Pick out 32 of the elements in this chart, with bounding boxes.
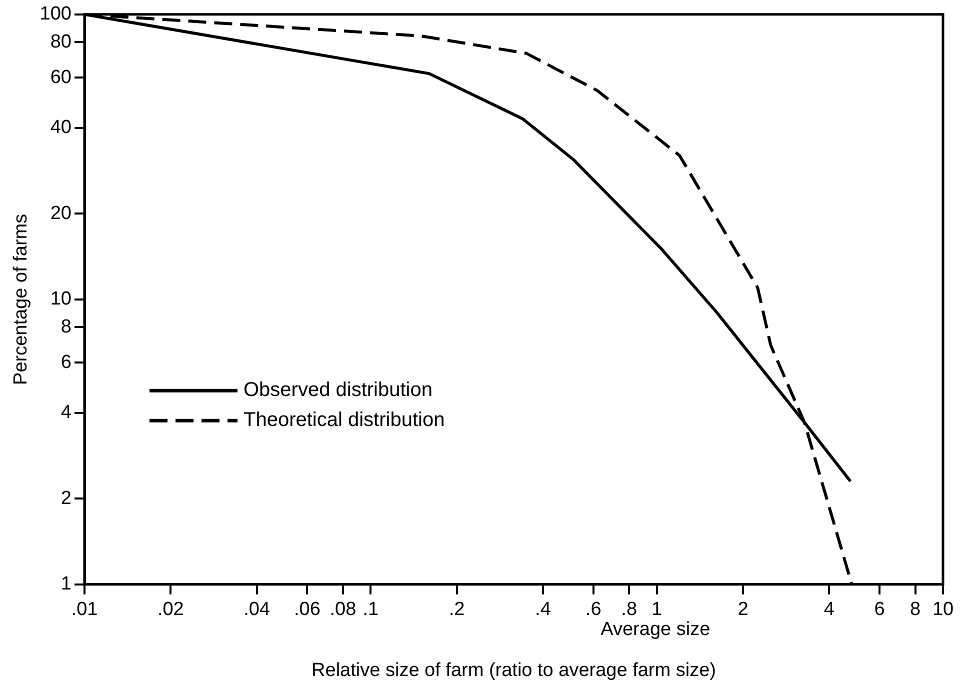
y-tick-label: 40: [50, 117, 72, 138]
x-tick-label: 10: [932, 599, 954, 620]
y-axis-title: Percentage of farms: [10, 214, 32, 385]
y-tick-label: 4: [60, 402, 72, 424]
legend-label: Observed distribution: [244, 379, 432, 402]
x-tick-label: .1: [362, 599, 379, 620]
x-tick-label: 6: [874, 599, 885, 620]
y-tick-label: 100: [40, 4, 72, 25]
y-tick-label: 2: [60, 488, 72, 509]
text: Average size: [600, 619, 710, 640]
x-axis-title: Relative size of farm (ratio to average farm size): [312, 660, 716, 681]
x-tick-label: 8: [910, 599, 921, 620]
x-tick-label: .2: [448, 599, 465, 620]
x-tick-label: .6: [585, 599, 602, 620]
y-tick-label: 6: [60, 352, 72, 373]
x-tick-label: .08: [330, 599, 356, 620]
x-tick-label: .06: [294, 599, 320, 620]
x-tick-label: .02: [157, 599, 184, 620]
x-tick-label: 1: [652, 599, 662, 620]
x-tick-label: 4: [824, 599, 835, 620]
y-tick-label: 60: [50, 66, 72, 88]
legend-label: Theoretical distribution: [244, 409, 445, 432]
y-tick-label: 8: [60, 316, 72, 338]
x-tick-label: .4: [535, 599, 552, 620]
y-tick-label: 20: [50, 202, 72, 224]
x-tick-label: .01: [71, 599, 98, 620]
x-tick-label: .04: [244, 599, 270, 620]
y-tick-label: 80: [50, 31, 72, 52]
y-tick-label: 1: [60, 574, 72, 595]
y-tick-label: 10: [50, 288, 72, 310]
x-tick-label: .8: [621, 599, 638, 620]
x-tick-label: 2: [738, 599, 748, 620]
